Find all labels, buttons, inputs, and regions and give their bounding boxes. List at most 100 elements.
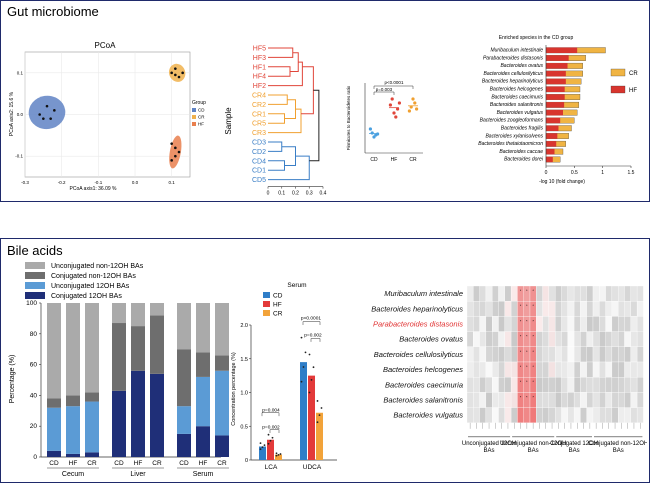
heatmap-cell [561, 407, 568, 423]
enriched-bar-hf [546, 117, 561, 124]
heatmap-cell [492, 361, 499, 378]
heatmap-cell [485, 377, 493, 393]
heatmap-cell [492, 331, 499, 347]
stacked-bar-segment [131, 303, 145, 327]
ratio-point [368, 127, 372, 131]
pcoa-ellipse-hf [169, 135, 182, 169]
heatmap-cell [580, 407, 587, 423]
heatmap-cell [498, 285, 505, 302]
serum-bar [316, 412, 323, 460]
heatmap-star: * [532, 380, 534, 384]
serum-ylabel: Concentration percentage (%) [231, 352, 237, 426]
heatmap-cell [611, 407, 619, 423]
heatmap-cell [548, 285, 556, 302]
heatmap-cell [536, 407, 543, 423]
heatmap-cell [592, 285, 600, 302]
heatmap-cell [542, 301, 550, 317]
heatmap-cell [599, 316, 606, 332]
enriched-bar-hf [546, 125, 559, 131]
stacked-legend-label: Unconjugated non-12OH BAs [51, 263, 144, 270]
dendro-leaf-label: HF2 [253, 83, 266, 90]
pcoa-legend: CD CR HF [192, 108, 205, 127]
heatmap-cell [611, 316, 619, 332]
heatmap-row-label: Bacteroides salanitronis [383, 396, 463, 405]
heatmap-cell [580, 285, 587, 302]
stacked-bar-label: HF [134, 460, 143, 467]
stacked-bar-segment [215, 370, 229, 436]
heatmap-cell [542, 316, 550, 332]
dendro-leaf-label: CR5 [252, 121, 266, 128]
enriched-species-label: Bacteroides dorei [504, 157, 544, 163]
pcoa-xlabel: PCoA axis1: 36.09 % [70, 186, 118, 192]
heatmap-group-label: Unconjugated non-12OH [500, 441, 566, 447]
dendro-link [268, 141, 283, 152]
stacked-legend-label: Conjugated 12OH BAs [51, 293, 122, 300]
dendro-leaf-label: CR1 [252, 111, 266, 118]
serum-point [261, 446, 264, 449]
pcoa-point [174, 67, 177, 70]
ratio-point [388, 103, 392, 107]
serum-chart: Serum Concentration percentage (%) CDHFC… [231, 282, 337, 471]
heatmap-cell [605, 377, 613, 393]
heatmap-star: * [532, 365, 534, 369]
heatmap-cell [605, 392, 613, 408]
heatmap-cell [555, 316, 562, 332]
heatmap-cell [636, 392, 644, 408]
heatmap-star: * [526, 395, 528, 399]
enriched-species-label: Bacteroides xylanisolvens [485, 133, 543, 139]
dendro-ylabel: Sample [224, 107, 233, 135]
stacked-legend-swatch [25, 282, 45, 289]
dendro-link [268, 160, 285, 171]
heatmap-cell [573, 361, 581, 378]
heatmap-cell [580, 331, 587, 347]
heatmap-star: * [532, 319, 534, 323]
heatmap-cell [624, 331, 631, 347]
heatmap-cell [630, 377, 638, 393]
heatmap-row-label: Muribaculum intestinale [384, 289, 463, 298]
heatmap-cell [536, 392, 543, 408]
stacked-bar-segment [131, 370, 145, 457]
heatmap-cell [605, 407, 613, 423]
heatmap-row-label: Bacteroides helcogenes [383, 365, 463, 374]
heatmap-cell [636, 301, 644, 317]
serum-point [267, 442, 270, 445]
heatmap-cell [624, 407, 631, 423]
heatmap-cell [586, 392, 594, 408]
serum-point [259, 448, 262, 451]
pcoa-point [38, 113, 41, 116]
heatmap-cell [573, 407, 581, 423]
dendro-leaf-label: CR2 [252, 102, 266, 109]
heatmap-star: * [520, 304, 522, 308]
heatmap-row-label: Bacteroides cellulosilyticus [374, 350, 463, 359]
heatmap-cell [561, 377, 568, 393]
dendro-leaf-label: CD2 [252, 149, 266, 156]
heatmap-cell [473, 346, 480, 363]
heatmap-cell [479, 392, 487, 408]
dendrogram: Sample HF5 HF3 HF1 HF4 HF2 CR4 CR2 CR1 CR5 CR3 CD3… [224, 46, 327, 197]
stacked-ytick-label: 40 [30, 392, 38, 399]
heatmap-cell [479, 316, 487, 332]
heatmap-cell [485, 316, 493, 332]
ratio-plot: Firmicutes to Bacteroidetes ratio CD HF CR… [346, 80, 423, 163]
heatmap-cell [485, 331, 493, 347]
enriched-xlabel: -log 10 (fold change) [539, 179, 585, 185]
heatmap-marks: Muribaculum intestinale Bacteroides hepar… [371, 285, 647, 454]
stacked-bar-segment [66, 453, 80, 457]
stacked-bar-label: CR [217, 460, 227, 467]
heatmap-cell [473, 407, 480, 423]
heatmap-cell [498, 407, 505, 423]
heatmap-cell [618, 361, 625, 378]
serum-point [277, 453, 280, 456]
serum-point [259, 442, 262, 445]
heatmap-cell [567, 392, 575, 408]
heatmap-cell [624, 316, 631, 332]
pcoa-marks: -0.3 -0.2 -0.1 0.0 0.1 0.1 0.0 -0.1 [15, 52, 190, 185]
heatmap-cell [592, 377, 600, 393]
heatmap-cell [466, 392, 474, 408]
heatmap-cell [618, 301, 625, 317]
pcoa-point [170, 71, 173, 75]
heatmap-cell [510, 361, 518, 378]
stacked-bar-segment [85, 401, 99, 453]
heatmap-star: * [526, 380, 528, 384]
heatmap-cell [473, 377, 480, 393]
